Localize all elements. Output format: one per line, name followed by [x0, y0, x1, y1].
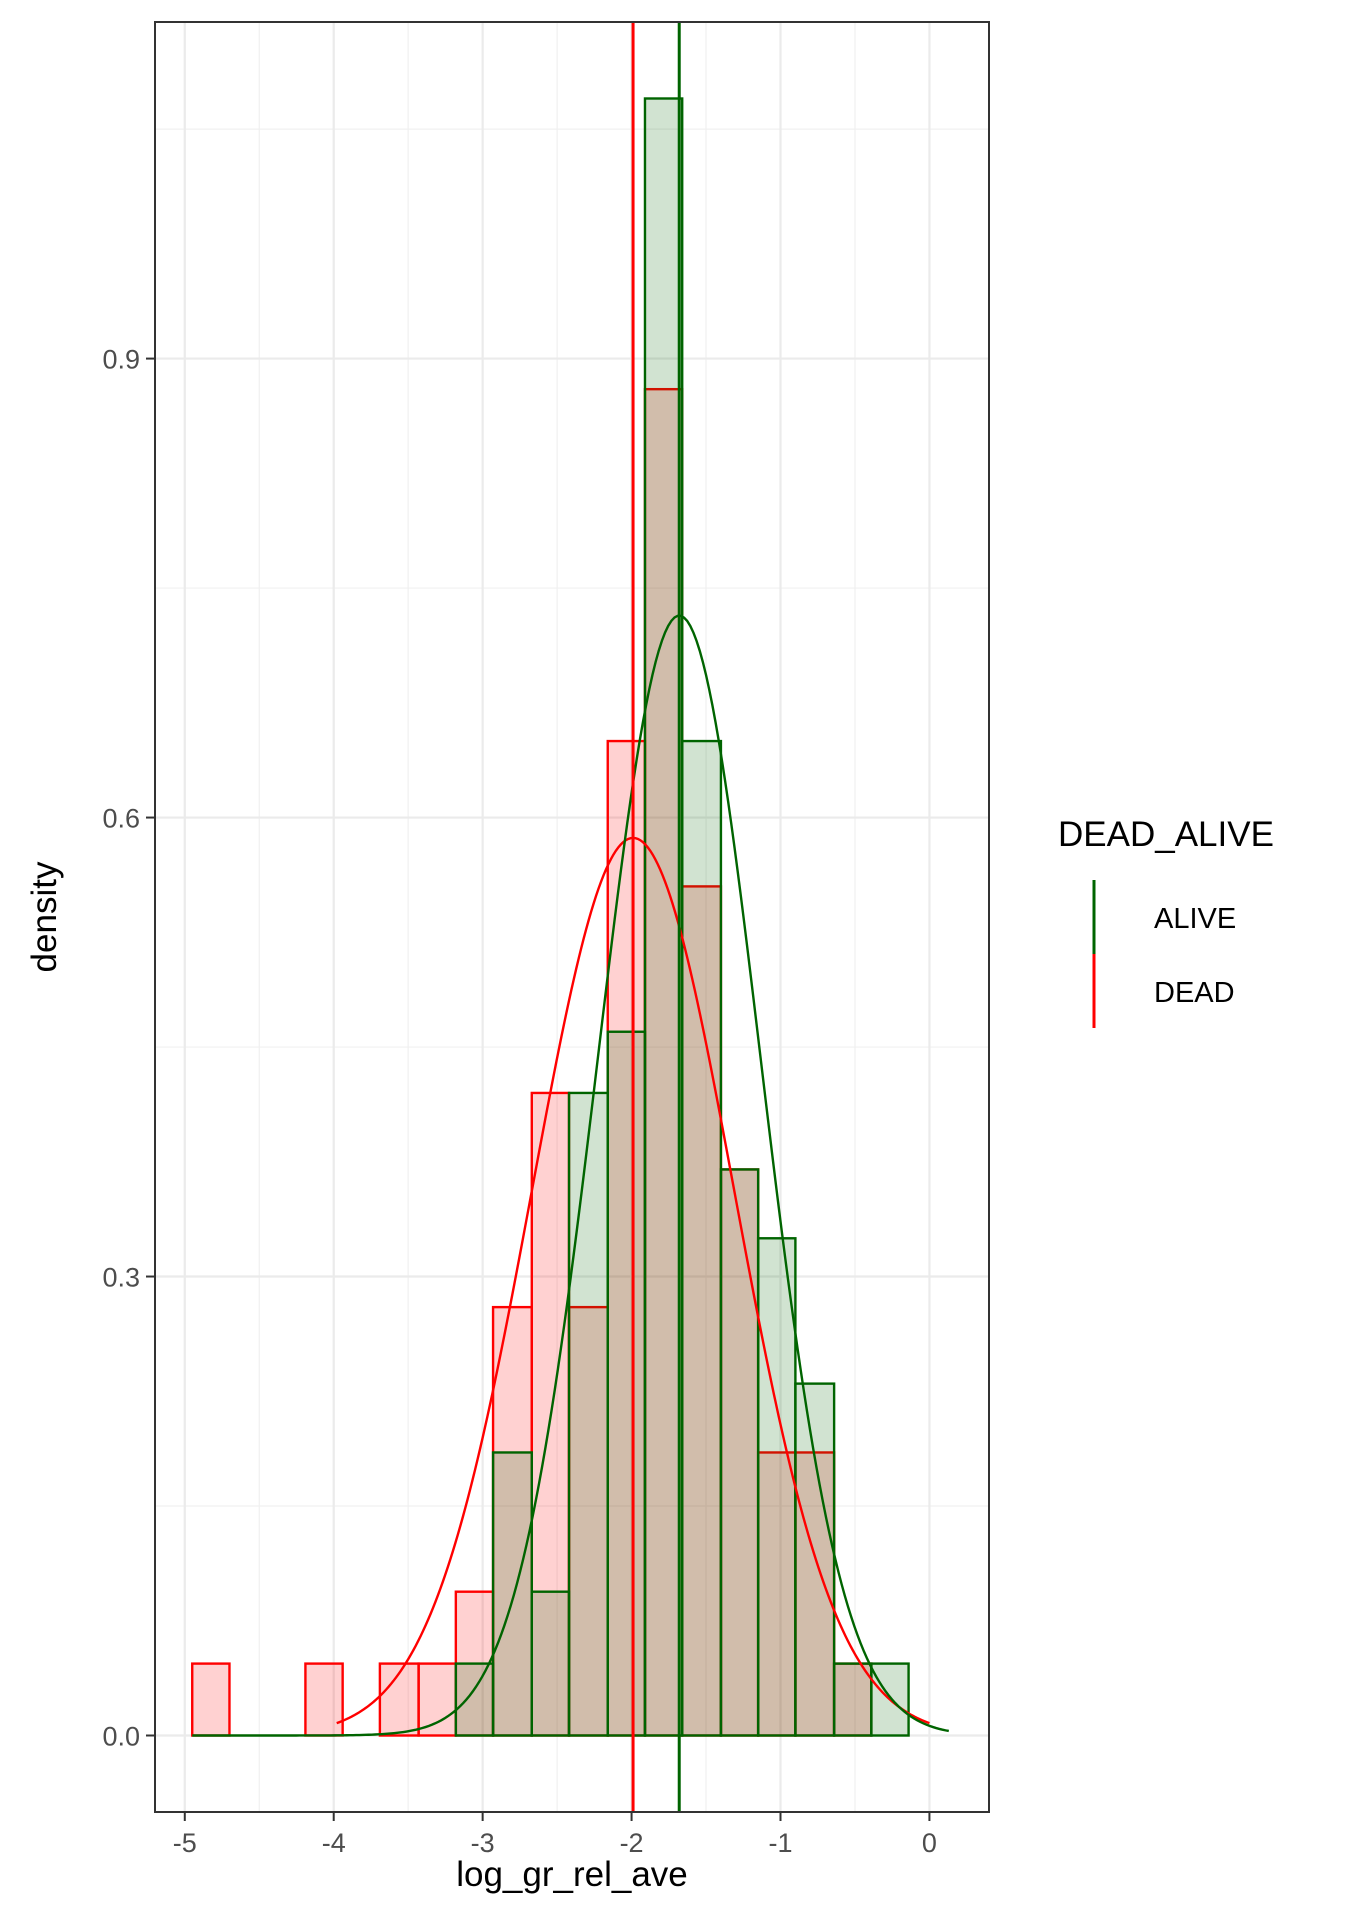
- histogram-bar-alive: [756, 1237, 797, 1737]
- legend: DEAD_ALIVE ALIVE DEAD: [1058, 815, 1274, 1028]
- density-curve-alive: [192, 614, 950, 1737]
- y-tick-label: 0.6: [102, 804, 140, 834]
- y-tick-label: 0.3: [102, 1263, 140, 1293]
- legend-label-dead: DEAD: [1154, 977, 1235, 1009]
- x-tick-label: -2: [620, 1828, 644, 1858]
- y-axis-title: density: [25, 861, 64, 972]
- x-tick-label: -3: [471, 1828, 495, 1858]
- histogram-bar-alive: [530, 1590, 571, 1737]
- histogram-bar-alive: [832, 1662, 873, 1737]
- histogram-bar-dead: [417, 1662, 458, 1737]
- x-axis-title: log_gr_rel_ave: [456, 1855, 688, 1894]
- y-tick-label: 0.0: [102, 1722, 140, 1752]
- histogram-bar-dead: [719, 1168, 760, 1737]
- grid-major: [155, 22, 989, 1812]
- histogram-bar-alive: [491, 1451, 533, 1737]
- histogram-bar-dead: [304, 1662, 344, 1737]
- x-tick-label: -4: [322, 1828, 346, 1858]
- x-tick-label: 0: [922, 1828, 937, 1858]
- x-tick-label: -5: [173, 1828, 197, 1858]
- plot-panel-border: [154, 21, 990, 1813]
- histogram-bars: [191, 97, 910, 1737]
- y-axis-ticks: 0.0 0.3 0.6 0.9: [102, 345, 155, 1752]
- y-tick-label: 0.9: [102, 345, 140, 375]
- histogram-bar-alive: [454, 1662, 495, 1737]
- legend-label-alive: ALIVE: [1154, 903, 1236, 935]
- histogram-bar-alive: [567, 1091, 609, 1737]
- x-tick-label: -1: [768, 1828, 792, 1858]
- bars-alive: [454, 97, 910, 1737]
- mean-lines: [631, 22, 681, 1812]
- histogram-bar-alive: [719, 1168, 760, 1737]
- histogram-bar-alive: [606, 1030, 647, 1737]
- histogram-bar-dead: [567, 1305, 609, 1737]
- x-axis-ticks: -5 -4 -3 -2 -1 0: [173, 1812, 937, 1858]
- histogram-bar-alive: [681, 739, 723, 1737]
- histogram-bar-dead: [191, 1662, 231, 1737]
- legend-title: DEAD_ALIVE: [1058, 815, 1274, 854]
- grid-minor: [155, 22, 989, 1812]
- histogram-bar-dead: [378, 1662, 420, 1737]
- histogram-bar-dead: [832, 1662, 873, 1737]
